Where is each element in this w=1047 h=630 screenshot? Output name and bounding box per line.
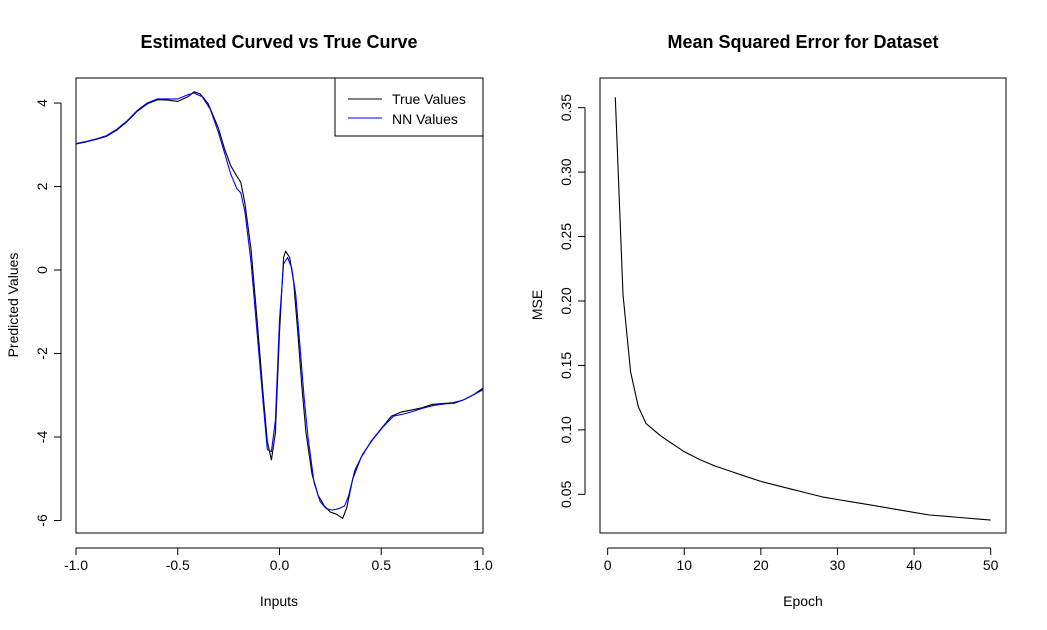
chart-left-y-axis-title: Predicted Values	[5, 253, 21, 358]
chart-left: Estimated Curved vs True Curve -1.0 -0.5 0…	[5, 32, 493, 609]
chart-right-series	[614, 97, 991, 521]
y-tick-label: 0.25	[558, 223, 574, 250]
legend-label-nn-values: NN Values	[392, 111, 458, 127]
chart-left-y-axis: -6 -4 -2 0 2 4	[34, 99, 62, 527]
chart-left-x-axis: -1.0 -0.5 0.0 0.5 1.0	[64, 547, 493, 573]
y-tick-label: 0.10	[558, 416, 574, 443]
x-tick-label: 50	[983, 557, 999, 573]
y-tick-label: 0.15	[558, 352, 574, 379]
chart-left-series	[75, 91, 484, 519]
y-tick-label: 0	[34, 266, 50, 274]
y-tick-label: -4	[34, 431, 50, 444]
y-tick-label: 0.35	[558, 94, 574, 121]
x-tick-label: 30	[830, 557, 846, 573]
x-tick-label: 0.0	[270, 557, 290, 573]
x-tick-label: 10	[676, 557, 692, 573]
chart-left-x-axis-title: Inputs	[260, 593, 298, 609]
y-tick-label: -2	[34, 347, 50, 360]
y-tick-label: 2	[34, 182, 50, 190]
y-tick-label: 4	[34, 99, 50, 107]
x-tick-label: 0.5	[372, 557, 392, 573]
series-line-mse	[614, 97, 991, 521]
series-line-true-values	[75, 91, 484, 519]
chart-right-plot-box	[599, 77, 1007, 534]
x-tick-label: 0	[604, 557, 612, 573]
chart-right-y-axis-title: MSE	[529, 290, 545, 320]
chart-right-x-axis: 0 10 20 30 40 50	[604, 547, 999, 573]
chart-left-legend: True Values NN Values	[334, 77, 484, 137]
x-tick-label: -0.5	[166, 557, 190, 573]
chart-left-title: Estimated Curved vs True Curve	[140, 32, 417, 52]
x-tick-label: 20	[753, 557, 769, 573]
series-line-nn-values	[75, 92, 484, 511]
chart-right-x-axis-title: Epoch	[783, 593, 823, 609]
y-tick-label: -6	[34, 514, 50, 527]
x-tick-label: 1.0	[473, 557, 493, 573]
y-tick-label: 0.05	[558, 480, 574, 507]
x-tick-label: -1.0	[64, 557, 88, 573]
chart-left-plot-box	[75, 77, 484, 534]
legend-label-true-values: True Values	[392, 91, 466, 107]
chart-right: Mean Squared Error for Dataset 0 10 20 30 40…	[529, 32, 1007, 609]
legend-box	[334, 77, 484, 137]
x-tick-label: 40	[906, 557, 922, 573]
chart-right-y-axis: 0.05 0.10 0.15 0.20 0.25 0.30 0.35	[558, 94, 586, 508]
y-tick-label: 0.30	[558, 158, 574, 185]
chart-right-title: Mean Squared Error for Dataset	[667, 32, 938, 52]
y-tick-label: 0.20	[558, 287, 574, 314]
